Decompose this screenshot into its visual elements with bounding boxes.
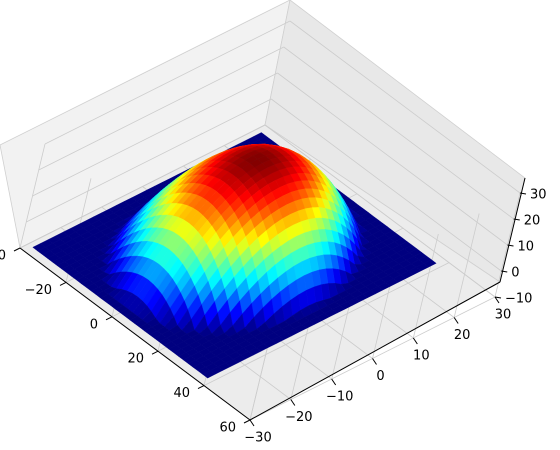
z-tick xyxy=(519,192,527,195)
x-tick xyxy=(13,247,21,252)
y-tick-label: −20 xyxy=(285,410,312,425)
z-tick-label: 20 xyxy=(524,214,541,229)
z-tick-label: 0 xyxy=(511,266,519,281)
tick-marks xyxy=(13,192,527,427)
y-tick xyxy=(372,358,377,365)
x-tick xyxy=(59,281,67,286)
axis-lines xyxy=(19,177,526,421)
y-tick xyxy=(249,419,255,427)
y-tick-label: 30 xyxy=(495,308,512,323)
x-tick-label: −20 xyxy=(25,283,52,298)
x-tick-label: −40 xyxy=(0,249,6,264)
y-tick xyxy=(494,296,500,304)
z-tick xyxy=(507,244,514,247)
y-tick xyxy=(453,317,459,324)
x-tick-label: 40 xyxy=(173,386,190,401)
y-tick-label: 20 xyxy=(454,328,471,343)
x-tick-label: 0 xyxy=(90,317,98,332)
y-tick xyxy=(412,337,418,345)
y-tick-label: 10 xyxy=(413,349,430,364)
y-tick-label: −30 xyxy=(244,431,271,446)
y-tick-label: −10 xyxy=(326,390,353,405)
z-tick-label: −10 xyxy=(505,292,532,307)
x-tick-label: 20 xyxy=(127,352,144,367)
z-tick xyxy=(494,296,502,299)
x-tick-label: 60 xyxy=(219,421,236,436)
y-axis-line xyxy=(249,281,501,421)
x-tick xyxy=(197,385,205,390)
y-tick-label: 0 xyxy=(376,369,384,384)
z-tick xyxy=(513,218,520,221)
x-tick xyxy=(151,350,159,355)
surface-patch xyxy=(202,370,216,379)
x-axis-line xyxy=(19,247,251,421)
z-tick-label: 10 xyxy=(518,240,535,255)
y-tick xyxy=(331,378,337,386)
z-axis-line xyxy=(499,177,526,283)
x-tick xyxy=(243,419,251,424)
z-tick-label: 30 xyxy=(530,188,547,203)
z-tick xyxy=(501,270,508,273)
x-tick xyxy=(105,316,113,321)
y-tick xyxy=(290,399,296,406)
surface-plot xyxy=(32,132,437,379)
